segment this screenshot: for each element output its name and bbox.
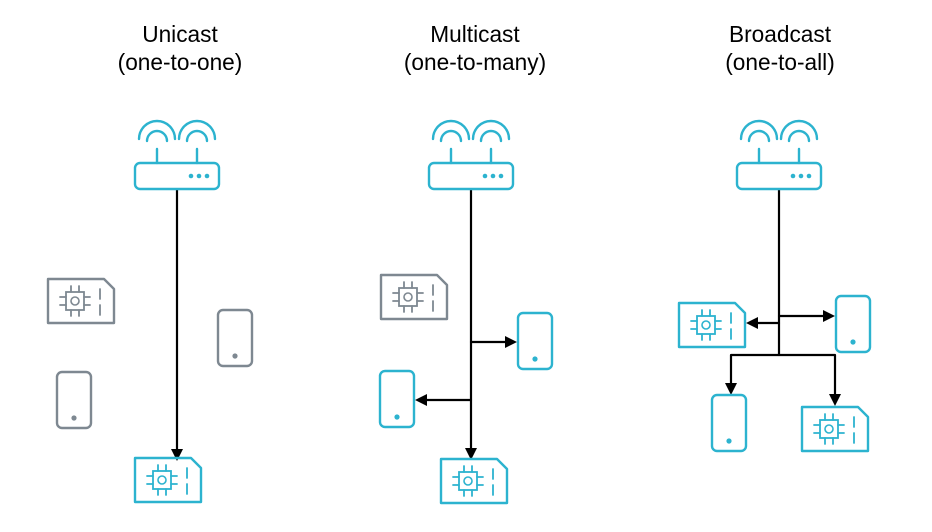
flow-arrow bbox=[779, 355, 835, 400]
title-line2: (one-to-one) bbox=[90, 48, 270, 76]
panel-title-multicast: Multicast(one-to-many) bbox=[380, 20, 570, 77]
phone-icon bbox=[218, 310, 252, 366]
phone-icon bbox=[712, 395, 746, 451]
arrow-head bbox=[823, 310, 835, 322]
phone-icon bbox=[57, 372, 91, 428]
title-line2: (one-to-all) bbox=[690, 48, 870, 76]
title-line1: Unicast bbox=[90, 20, 270, 48]
chip-card-icon bbox=[381, 275, 447, 319]
title-line1: Broadcast bbox=[690, 20, 870, 48]
title-line1: Multicast bbox=[380, 20, 570, 48]
flow-arrow bbox=[752, 190, 779, 323]
router-icon bbox=[737, 121, 821, 189]
diagram-svg bbox=[0, 0, 932, 532]
arrow-head bbox=[725, 383, 737, 395]
chip-card-icon bbox=[802, 407, 868, 451]
arrow-head bbox=[829, 394, 841, 406]
flow-arrow bbox=[731, 323, 779, 389]
router-icon bbox=[135, 121, 219, 189]
phone-icon bbox=[380, 371, 414, 427]
panel-title-unicast: Unicast(one-to-one) bbox=[90, 20, 270, 77]
diagram-stage: Unicast(one-to-one) Multicast(one-to-many… bbox=[0, 0, 932, 532]
flow-arrow bbox=[421, 342, 471, 400]
chip-card-icon bbox=[135, 458, 201, 502]
panel-title-broadcast: Broadcast(one-to-all) bbox=[690, 20, 870, 77]
arrow-head bbox=[746, 317, 758, 329]
chip-card-icon bbox=[679, 303, 745, 347]
title-line2: (one-to-many) bbox=[380, 48, 570, 76]
phone-icon bbox=[518, 313, 552, 369]
arrow-head bbox=[415, 394, 427, 406]
flow-arrow bbox=[471, 190, 511, 342]
chip-card-icon bbox=[441, 459, 507, 503]
phone-icon bbox=[836, 296, 870, 352]
chip-card-icon bbox=[48, 279, 114, 323]
arrow-head bbox=[505, 336, 517, 348]
router-icon bbox=[429, 121, 513, 189]
